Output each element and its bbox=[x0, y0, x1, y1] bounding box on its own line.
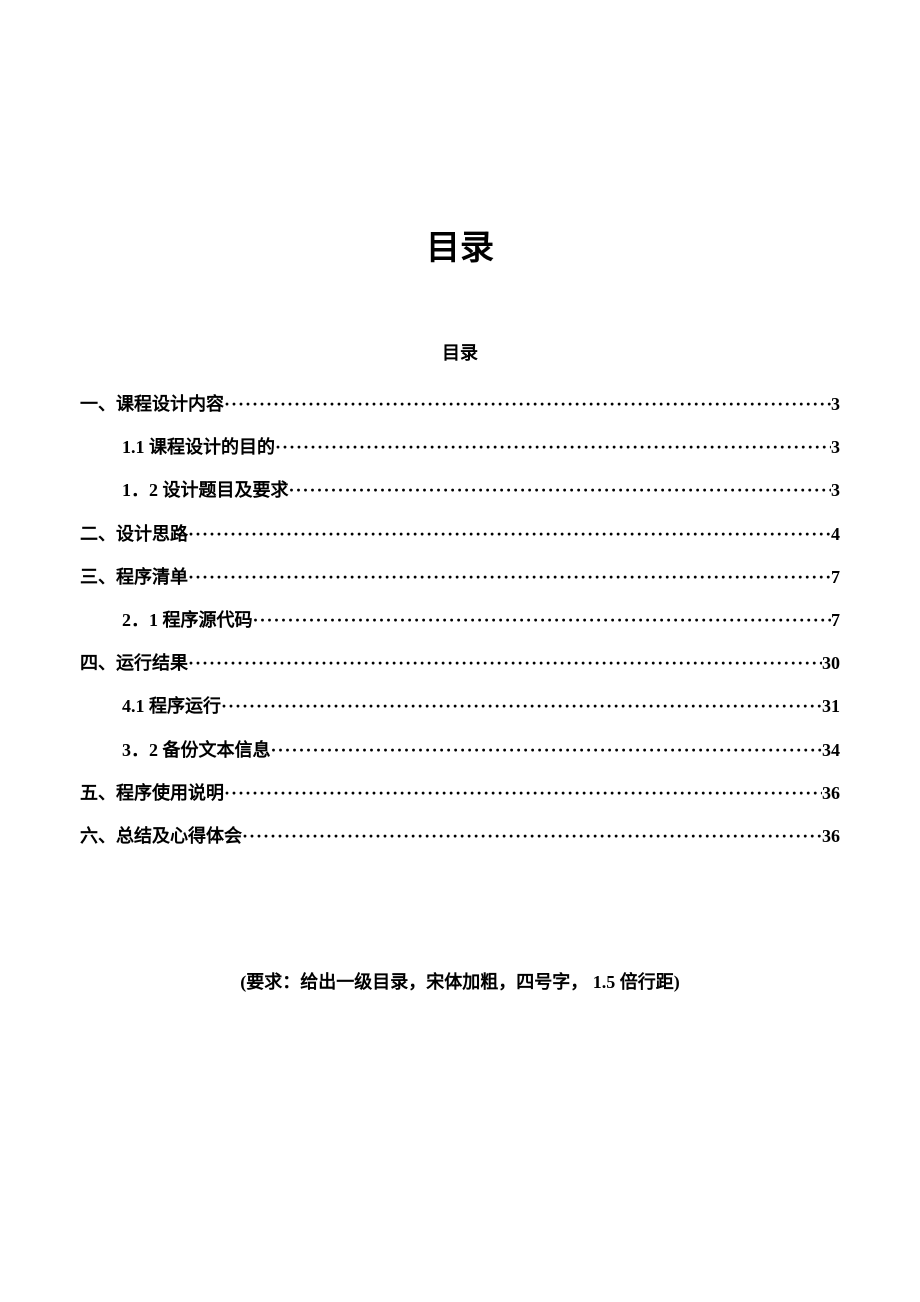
toc-label: 一、课程设计内容 bbox=[80, 383, 224, 426]
sub-title: 目录 bbox=[80, 339, 840, 365]
formatting-note: (要求：给出一级目录，宋体加粗，四号字， 1.5 倍行距) bbox=[80, 968, 840, 994]
toc-label: 1．2 设计题目及要求 bbox=[122, 469, 289, 512]
toc-label: 四、运行结果 bbox=[80, 642, 188, 685]
toc-page: 4 bbox=[831, 513, 840, 556]
toc-label: 二、设计思路 bbox=[80, 513, 188, 556]
toc-leader bbox=[224, 772, 822, 815]
toc-label: 三、程序清单 bbox=[80, 556, 188, 599]
toc-leader bbox=[242, 815, 822, 858]
table-of-contents: 一、课程设计内容 3 1.1 课程设计的目的 3 1．2 设计题目及要求 3 二、设计思路 4… bbox=[80, 383, 840, 858]
main-title: 目录 bbox=[80, 220, 840, 269]
toc-page: 7 bbox=[831, 599, 840, 642]
toc-row: 六、总结及心得体会 36 bbox=[80, 815, 840, 858]
toc-row: 二、设计思路 4 bbox=[80, 513, 840, 556]
toc-label: 2．1 程序源代码 bbox=[122, 599, 253, 642]
toc-leader bbox=[253, 599, 832, 642]
toc-page: 36 bbox=[822, 815, 840, 858]
toc-row: 2．1 程序源代码 7 bbox=[80, 599, 840, 642]
toc-row: 五、程序使用说明 36 bbox=[80, 772, 840, 815]
toc-label: 4.1 程序运行 bbox=[122, 685, 221, 728]
toc-leader bbox=[188, 556, 831, 599]
toc-row: 1．2 设计题目及要求 3 bbox=[80, 469, 840, 512]
toc-page: 3 bbox=[831, 383, 840, 426]
toc-leader bbox=[271, 729, 823, 772]
toc-label: 3．2 备份文本信息 bbox=[122, 729, 271, 772]
toc-page: 3 bbox=[831, 469, 840, 512]
toc-leader bbox=[289, 469, 832, 512]
toc-leader bbox=[275, 426, 831, 469]
toc-label: 六、总结及心得体会 bbox=[80, 815, 242, 858]
toc-row: 1.1 课程设计的目的 3 bbox=[80, 426, 840, 469]
toc-leader bbox=[221, 685, 822, 728]
toc-page: 30 bbox=[822, 642, 840, 685]
toc-leader bbox=[224, 383, 831, 426]
toc-row: 4.1 程序运行 31 bbox=[80, 685, 840, 728]
toc-page: 7 bbox=[831, 556, 840, 599]
toc-row: 三、程序清单 7 bbox=[80, 556, 840, 599]
toc-page: 3 bbox=[831, 426, 840, 469]
toc-page: 34 bbox=[822, 729, 840, 772]
toc-label: 五、程序使用说明 bbox=[80, 772, 224, 815]
toc-row: 四、运行结果 30 bbox=[80, 642, 840, 685]
toc-row: 一、课程设计内容 3 bbox=[80, 383, 840, 426]
toc-leader bbox=[188, 513, 831, 556]
toc-label: 1.1 课程设计的目的 bbox=[122, 426, 275, 469]
toc-leader bbox=[188, 642, 822, 685]
toc-row: 3．2 备份文本信息 34 bbox=[80, 729, 840, 772]
toc-page: 31 bbox=[822, 685, 840, 728]
toc-page: 36 bbox=[822, 772, 840, 815]
